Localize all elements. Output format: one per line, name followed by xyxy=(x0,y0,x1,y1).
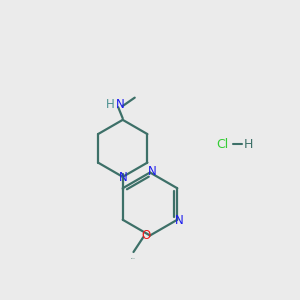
Text: methyl: methyl xyxy=(131,258,136,259)
Text: N: N xyxy=(119,171,128,184)
Text: N: N xyxy=(175,214,184,227)
Text: N: N xyxy=(116,98,125,111)
Text: H: H xyxy=(106,98,115,111)
Text: Cl: Cl xyxy=(217,137,229,151)
Text: N: N xyxy=(148,165,157,178)
Text: O: O xyxy=(142,229,151,242)
Text: H: H xyxy=(244,137,253,151)
